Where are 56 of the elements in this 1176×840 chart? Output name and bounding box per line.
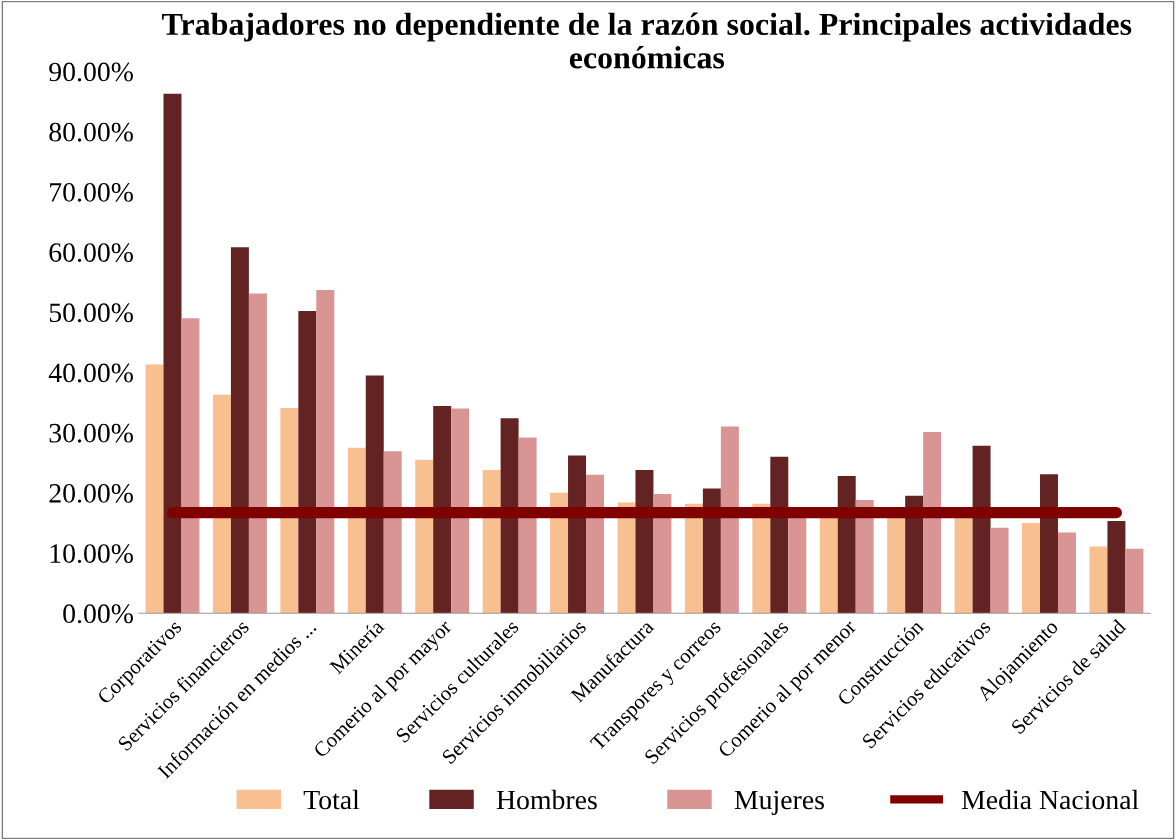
bar [163, 93, 182, 614]
bar [617, 502, 636, 614]
bar [770, 456, 789, 614]
y-tick-label: 60.00% [49, 243, 133, 263]
bar [788, 516, 807, 614]
bar [972, 445, 991, 614]
bar [923, 432, 942, 614]
legend-label: Total [303, 789, 360, 810]
bar [383, 451, 402, 614]
y-tick-label: 20.00% [49, 483, 133, 503]
bar [855, 500, 874, 614]
bar [586, 474, 604, 614]
bar [752, 503, 771, 614]
y-tick-label: 30.00% [49, 423, 133, 443]
bar [230, 247, 249, 614]
bar [720, 426, 739, 614]
bar [451, 408, 470, 614]
bar [1125, 548, 1144, 614]
bar [347, 447, 366, 614]
bar [990, 527, 1009, 614]
bar [433, 406, 452, 614]
bar [550, 492, 569, 614]
legend-label: Mujeres [734, 790, 824, 815]
bar [212, 394, 231, 614]
bar [248, 293, 267, 614]
bar [518, 437, 537, 614]
y-tick-label: 40.00% [48, 363, 133, 383]
bar [280, 407, 299, 614]
y-tick-label: 50.00% [49, 303, 133, 323]
y-tick-label: 90.00% [49, 62, 133, 82]
bar [500, 418, 519, 614]
bar [365, 375, 384, 614]
legend-label: Media Nacional [961, 789, 1139, 810]
legend-label: Hombres [496, 789, 597, 810]
bar [635, 469, 654, 614]
y-tick-label: 0.00% [63, 604, 133, 624]
bar [298, 311, 317, 614]
bar [1022, 522, 1040, 614]
bar [1107, 521, 1126, 614]
bar [145, 364, 164, 614]
bar [653, 494, 672, 614]
bar [181, 318, 200, 614]
bar [568, 455, 587, 614]
bar [1040, 474, 1058, 614]
bar [415, 459, 434, 614]
bar [316, 289, 335, 614]
chart-title: Trabajadores no dependiente de la razón social. Principales actividades económicas [162, 12, 1132, 69]
y-tick-label: 80.00% [49, 122, 133, 142]
bar [1057, 532, 1076, 614]
y-tick-label: 70.00% [50, 182, 133, 202]
y-tick-label: 10.00% [50, 544, 133, 564]
bar [482, 469, 501, 614]
bar [837, 475, 856, 614]
bar [1089, 546, 1108, 614]
bar [684, 503, 703, 614]
bar [702, 488, 721, 614]
